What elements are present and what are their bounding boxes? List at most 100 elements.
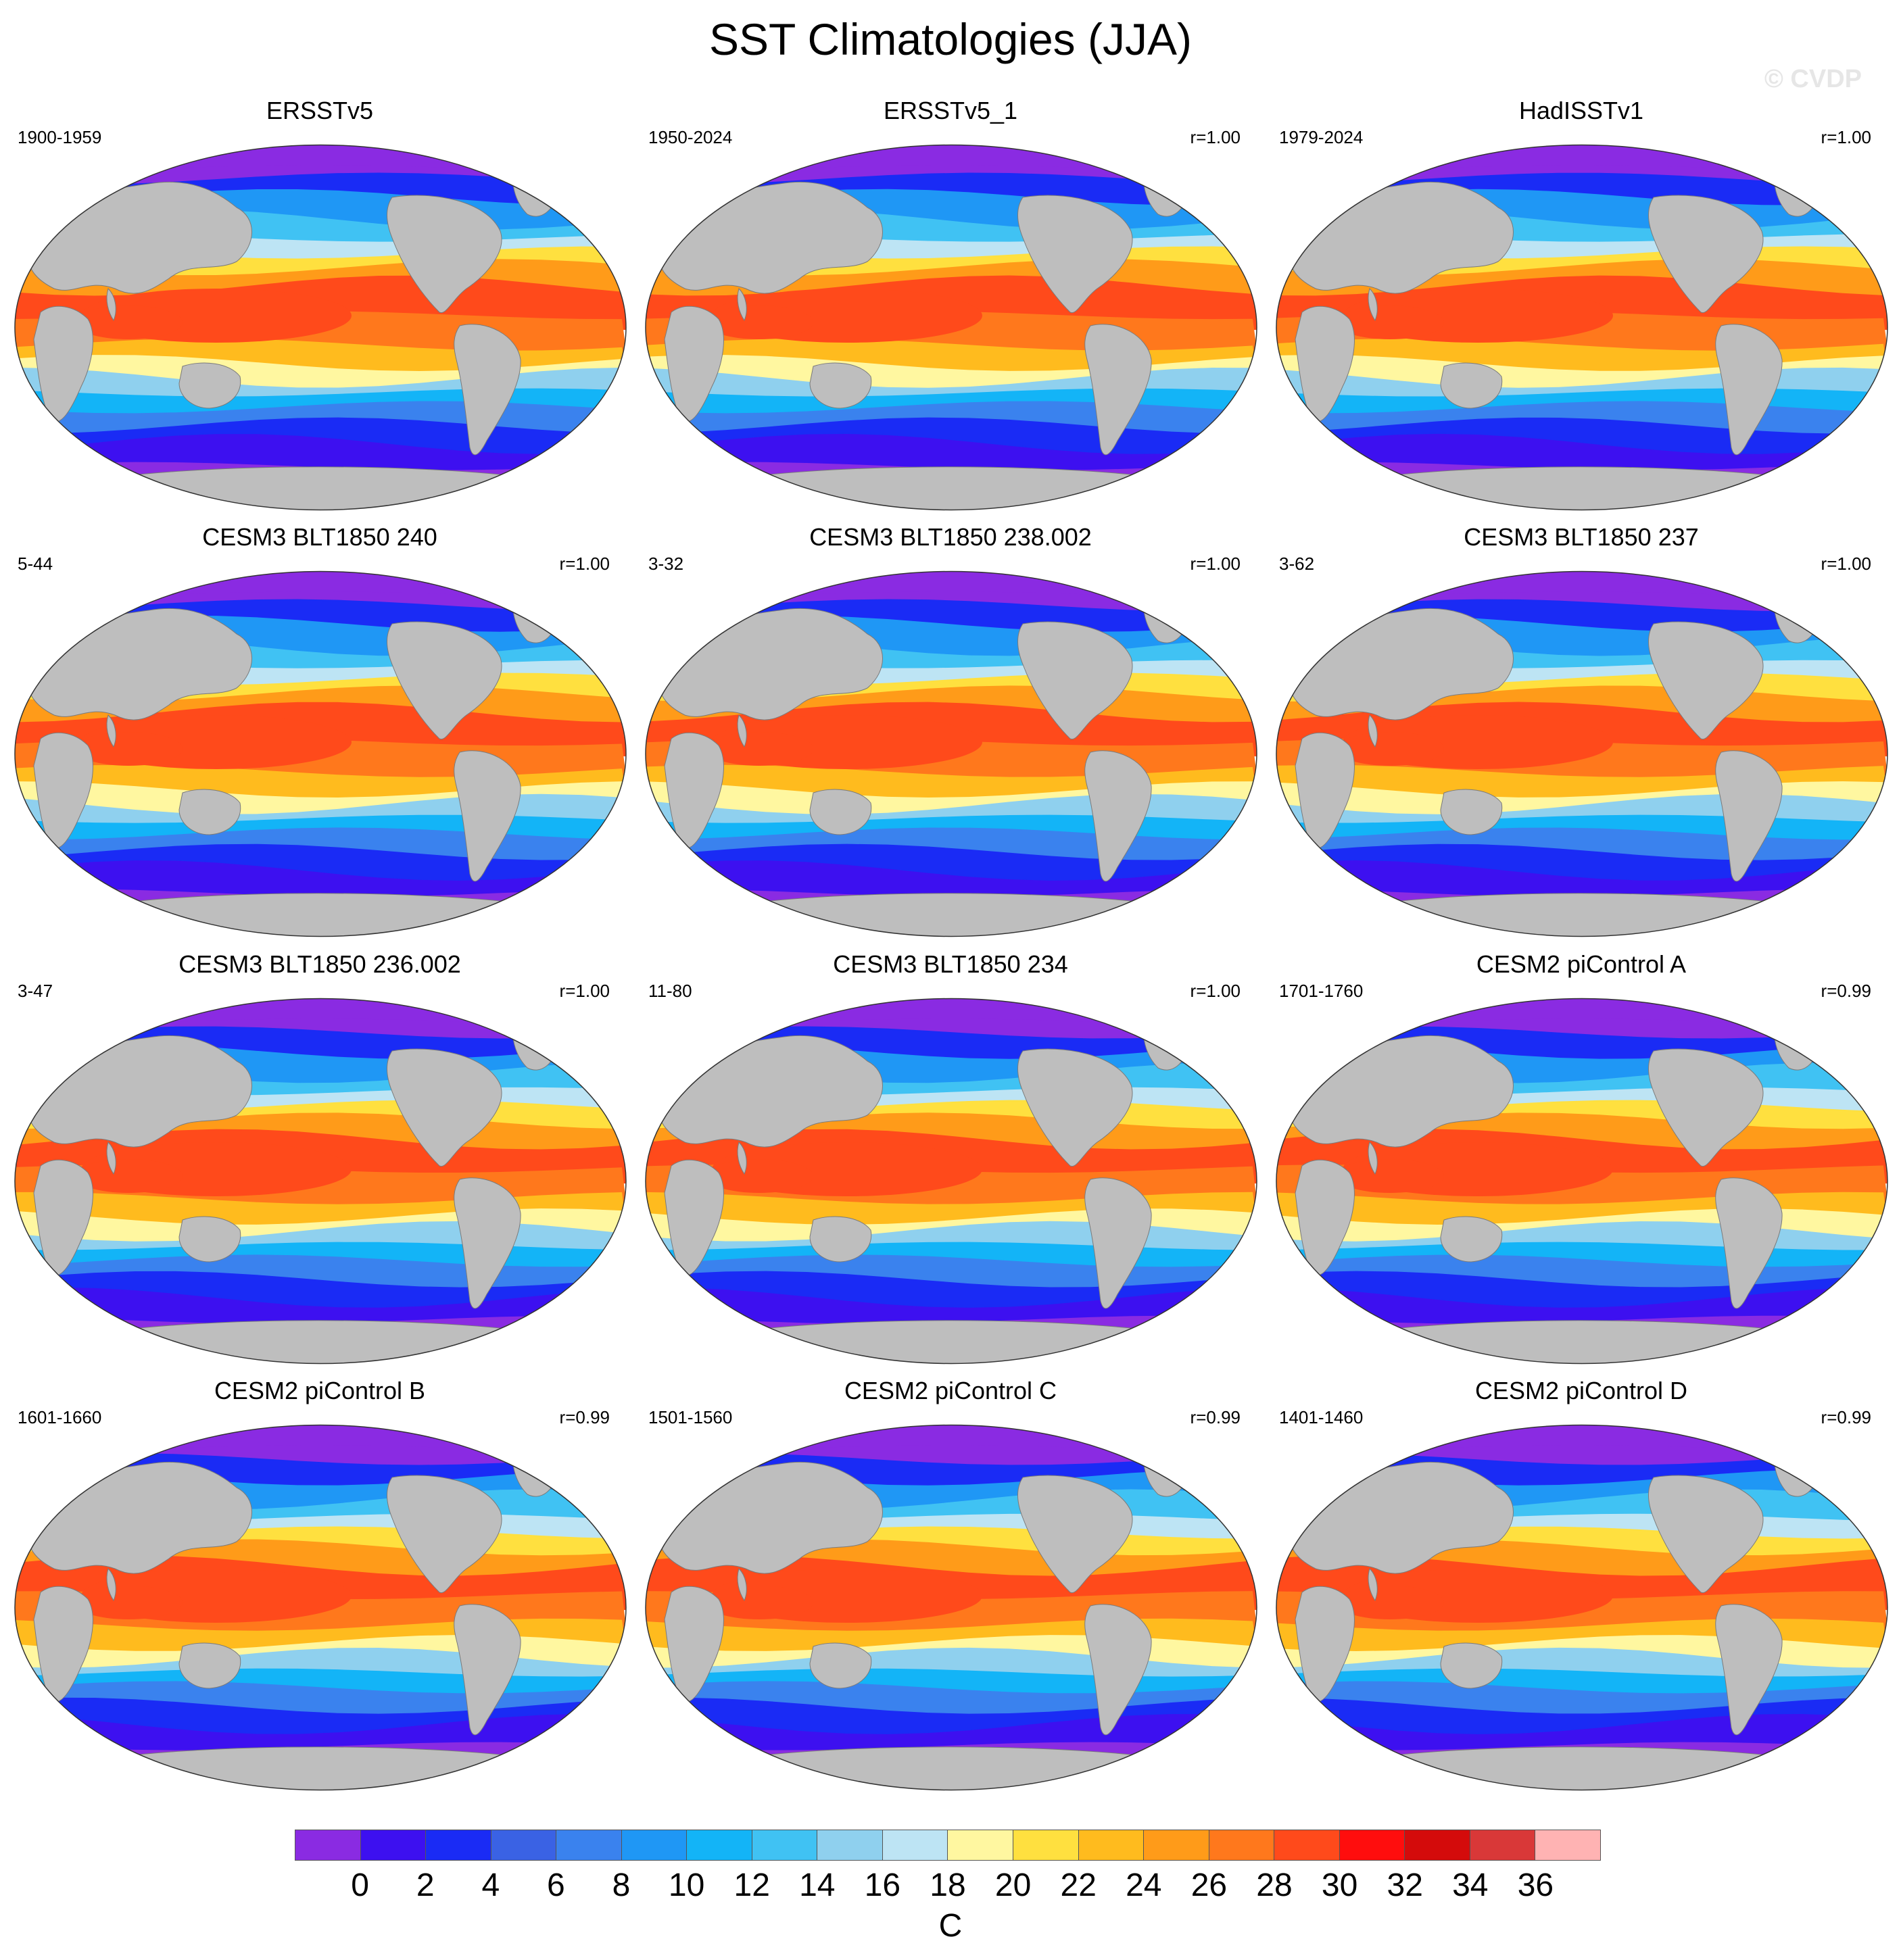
warm-pool-indian (705, 732, 813, 766)
warm-pool-indian (1336, 1586, 1444, 1619)
south-america-land (454, 1604, 521, 1736)
sst-map (1276, 144, 1888, 511)
south-america-land (454, 1177, 521, 1309)
panel-period: 1950-2024 (648, 127, 733, 147)
map-panel: CESM3 BLT1850 237 3-62 r=1.00 (1267, 522, 1896, 941)
sst-map (645, 998, 1257, 1365)
antarctica-land (67, 466, 575, 510)
panel-correlation: r=0.99 (1821, 981, 1871, 1001)
watermark: © CVDP (1764, 65, 1862, 93)
colorbar-units: C (938, 1908, 963, 1944)
panel-title: CESM2 piControl B (214, 1377, 426, 1404)
map-border (14, 998, 627, 1365)
india-land (737, 714, 747, 748)
sst-map (14, 1424, 627, 1791)
panel-correlation: r=0.99 (1190, 1407, 1241, 1427)
colorbar-tick-label: 20 (994, 1867, 1032, 1903)
antarctica-land (698, 466, 1206, 510)
australia-land (1440, 1642, 1503, 1689)
north-america-land (1017, 195, 1133, 314)
australia-land (178, 1642, 241, 1689)
warm-pool-indian (74, 305, 183, 339)
sst-map (645, 144, 1257, 511)
sst-map (645, 570, 1257, 937)
panel-title: HadISSTv1 (1518, 97, 1644, 124)
colorbar-segment (1405, 1830, 1470, 1860)
colorbar-tick-label: 16 (864, 1867, 901, 1903)
colorbar-tick-label: 26 (1190, 1867, 1228, 1903)
australia-land (178, 1216, 241, 1263)
colorbar-tick-label: 14 (799, 1867, 836, 1903)
warm-pool-indian (1336, 732, 1444, 766)
africa-land (33, 1586, 93, 1702)
india-land (106, 288, 116, 322)
colorbar-tick-label: 12 (733, 1867, 770, 1903)
india-land (106, 714, 116, 748)
north-america-land (1017, 1475, 1133, 1594)
colorbar-segment (1339, 1830, 1405, 1860)
africa-land (1295, 1159, 1355, 1276)
sst-map (14, 144, 627, 511)
australia-land (1440, 362, 1503, 409)
colorbar-tick-label: 34 (1452, 1867, 1489, 1903)
africa-land (664, 732, 724, 849)
panel-title: ERSSTv5_1 (883, 97, 1018, 124)
map-border (1276, 1424, 1888, 1791)
warm-pool-indian (74, 1586, 183, 1619)
colorbar-segment (1470, 1830, 1536, 1860)
colorbar-segment (426, 1830, 491, 1860)
map-border (645, 144, 1257, 511)
map-panel: CESM3 BLT1850 240 5-44 r=1.00 (5, 522, 634, 941)
map-border (1276, 144, 1888, 511)
india-land (106, 1568, 116, 1602)
australia-land (809, 789, 872, 835)
sst-map (14, 570, 627, 937)
colorbar-segment (360, 1830, 427, 1860)
north-america-land (387, 1048, 502, 1167)
south-america-land (454, 324, 521, 456)
panel-correlation: r=0.99 (559, 1407, 610, 1427)
colorbar-segment (1144, 1830, 1209, 1860)
colorbar-segment (1274, 1830, 1340, 1860)
north-america-land (1017, 1048, 1133, 1167)
antarctica-land (1328, 1320, 1837, 1364)
colorbar-tick-label: 18 (930, 1867, 966, 1903)
panel-title: ERSSTv5 (266, 97, 374, 124)
south-america-land (1084, 324, 1152, 456)
colorbar-tick-label: 10 (668, 1867, 705, 1903)
map-border (645, 998, 1257, 1365)
colorbar-segment (1535, 1830, 1600, 1860)
north-america-land (1017, 621, 1133, 740)
africa-land (1295, 1586, 1355, 1702)
panel-period: 1501-1560 (648, 1407, 733, 1427)
north-america-land (387, 1475, 502, 1594)
colorbar-segment (1078, 1830, 1145, 1860)
africa-land (664, 1159, 724, 1276)
map-panel: CESM3 BLT1850 238.002 3-32 r=1.00 (636, 522, 1265, 941)
warm-pool-indian (705, 305, 813, 339)
map-border (14, 144, 627, 511)
sst-map (1276, 1424, 1888, 1791)
warm-pool-indian (1336, 1159, 1444, 1193)
colorbar-tick-label: 24 (1126, 1867, 1162, 1903)
colorbar-tick-label: 6 (547, 1867, 565, 1903)
map-border (14, 570, 627, 937)
warm-pool-indian (1336, 305, 1444, 339)
panel-period: 3-32 (648, 554, 684, 574)
colorbar-segment (1013, 1830, 1079, 1860)
panel-period: 1401-1460 (1279, 1407, 1364, 1427)
africa-land (33, 305, 93, 422)
africa-land (1295, 732, 1355, 849)
map-panel: CESM2 piControl D 1401-1460 r=0.99 (1267, 1376, 1896, 1795)
india-land (1368, 1142, 1378, 1175)
panel-period: 1601-1660 (18, 1407, 102, 1427)
south-america-land (1084, 1604, 1152, 1736)
map-border (1276, 570, 1888, 937)
panel-correlation: r=1.00 (559, 554, 610, 574)
north-america-land (1648, 195, 1764, 314)
warm-pool-indian (74, 1159, 183, 1193)
panel-correlation: r=1.00 (1190, 127, 1241, 147)
panel-title: CESM2 piControl C (844, 1377, 1057, 1404)
map-border (645, 1424, 1257, 1791)
panel-period: 3-62 (1279, 554, 1315, 574)
